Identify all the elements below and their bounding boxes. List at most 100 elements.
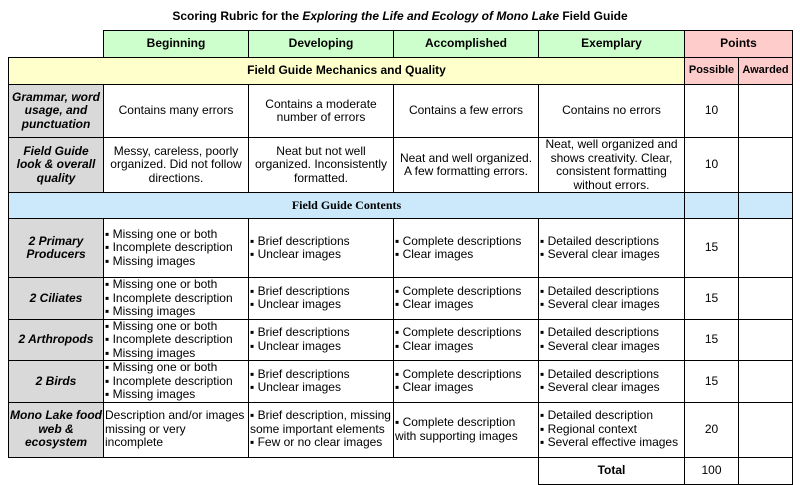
rubric-line-text: Missing images <box>112 345 196 360</box>
bullet-icon: ▪ <box>105 360 113 374</box>
rubric-line-text: Detailed descriptions <box>547 325 659 340</box>
bullet-icon: ▪ <box>250 297 258 312</box>
bullet-icon: ▪ <box>250 366 258 381</box>
rubric-line-text: Missing one or both <box>112 318 218 333</box>
rubric-cell: ▪ Complete description with supporting i… <box>393 401 539 458</box>
rubric-line: ▪ Detailed descriptions <box>540 284 683 299</box>
bullet-icon: ▪ <box>540 247 548 261</box>
bullet-icon: ▪ <box>395 338 403 353</box>
bullet-icon: ▪ <box>395 297 403 312</box>
level-developing: Developing <box>248 30 394 58</box>
rubric-line-text: Incomplete description <box>112 240 233 255</box>
rubric-cell: Messy, careless, poorly organized. Did n… <box>103 137 249 193</box>
points-possible: 15 <box>684 277 739 320</box>
rubric-line: ▪ Clear images <box>395 298 537 312</box>
possible-blank <box>684 192 739 219</box>
criterion-row: Field Guide look & overall quality Messy,… <box>8 137 794 193</box>
rubric-cell: Neat, well organized and shows creativit… <box>538 137 685 193</box>
bullet-icon: ▪ <box>540 380 548 395</box>
bullet-icon: ▪ <box>105 240 113 255</box>
bullet-icon: ▪ <box>395 233 403 248</box>
bullet-icon: ▪ <box>395 380 403 395</box>
rubric-line: ▪ Missing one or both <box>105 226 247 242</box>
rubric-line-text: Unclear images <box>257 338 341 353</box>
rubric-line-text: Brief description, missing some importan… <box>250 408 391 436</box>
rubric-cell: ▪ Brief descriptions ▪ Unclear images <box>248 218 394 278</box>
blank <box>9 31 104 58</box>
points-awarded-input[interactable] <box>737 84 794 138</box>
rubric-line-text: Brief descriptions <box>257 233 350 248</box>
level-header-row: Beginning Developing Accomplished Exempl… <box>9 30 794 58</box>
points-awarded-input[interactable] <box>737 277 794 320</box>
bullet-icon: ▪ <box>540 408 548 423</box>
rubric-line-text: Missing images <box>112 387 196 401</box>
blank <box>394 457 539 484</box>
rubric-line-text: Complete descriptions <box>402 283 522 298</box>
rubric-cell: Contains no errors <box>538 84 685 138</box>
rubric-cell: ▪ Complete descriptions ▪ Clear images <box>393 360 539 403</box>
bullet-icon: ▪ <box>395 247 403 261</box>
bullet-icon: ▪ <box>105 226 113 241</box>
rubric-cell: ▪ Detailed descriptions ▪ Several clear i… <box>538 318 685 361</box>
rubric-cell: Contains a few errors <box>393 84 539 138</box>
rubric-line: ▪ Unclear images <box>250 381 392 395</box>
rubric-line-text: Clear images <box>402 297 474 312</box>
total-awarded-input[interactable] <box>737 456 794 485</box>
rubric-cell: Contains many errors <box>103 84 249 138</box>
bullet-icon: ▪ <box>105 318 113 333</box>
criterion-row: 2 Birds ▪ Missing one or both ▪ Incomplete… <box>8 360 794 403</box>
rubric-line: ▪ Several clear images <box>540 298 683 312</box>
rubric-line-text: Complete descriptions <box>402 233 522 248</box>
rubric-line: ▪ Detailed descriptions <box>540 233 683 249</box>
bullet-icon: ▪ <box>395 283 403 298</box>
rubric-line: ▪ Complete descriptions <box>395 233 537 249</box>
rubric-line-text: Several clear images <box>547 297 660 312</box>
section-mechanics-row: Field Guide Mechanics and Quality Possib… <box>8 57 794 85</box>
rubric-line-text: Unclear images <box>257 247 341 261</box>
rubric-line: ▪ Few or no clear images <box>250 436 392 450</box>
title-prefix: Scoring Rubric for the <box>172 9 303 23</box>
rubric-line: ▪ Brief descriptions <box>250 326 392 340</box>
rubric-line: ▪ Missing one or both <box>105 277 247 292</box>
points-awarded-input[interactable] <box>737 137 794 193</box>
rubric-line: Description and/or images missing or ver… <box>105 409 247 450</box>
rubric-cell: ▪ Detailed descriptions ▪ Several clear i… <box>538 218 685 278</box>
section-mechanics: Field Guide Mechanics and Quality <box>8 57 685 85</box>
rubric-line: ▪ Clear images <box>395 381 537 395</box>
rubric-cell: ▪ Missing one or both ▪ Incomplete descri… <box>103 318 249 361</box>
points-possible: 15 <box>684 360 739 403</box>
rubric-title: Scoring Rubric for the Exploring the Lif… <box>0 9 800 23</box>
rubric-cell: ▪ Missing one or both ▪ Incomplete descri… <box>103 277 249 320</box>
rubric-line-text: Unclear images <box>257 297 341 312</box>
bullet-icon: ▪ <box>250 380 258 395</box>
bullet-icon: ▪ <box>540 233 548 248</box>
rubric-cell: ▪ Complete descriptions ▪ Clear images <box>393 218 539 278</box>
rubric-line-text: Detailed descriptions <box>547 233 659 248</box>
rubric-cell: ▪ Brief descriptions ▪ Unclear images <box>248 277 394 320</box>
section-contents: Field Guide Contents <box>8 192 685 219</box>
rubric-line-text: Incomplete description <box>112 373 233 388</box>
points-awarded-input[interactable] <box>737 360 794 403</box>
points-possible: 10 <box>684 137 739 193</box>
rubric-line: ▪ Several effective images <box>540 436 683 450</box>
rubric-line-text: Detailed description <box>547 408 653 423</box>
rubric-line-text: Brief descriptions <box>257 325 350 340</box>
rubric-cell: ▪ Complete descriptions ▪ Clear images <box>393 277 539 320</box>
rubric-line: ▪ Complete descriptions <box>395 367 537 382</box>
rubric-line-text: Brief descriptions <box>257 366 350 381</box>
rubric-line: ▪ Brief descriptions <box>250 284 392 299</box>
bullet-icon: ▪ <box>250 233 258 248</box>
rubric-table: Beginning Developing Accomplished Exempl… <box>8 30 794 485</box>
rubric-line-text: Several clear images <box>547 338 660 353</box>
bullet-icon: ▪ <box>540 366 548 381</box>
rubric-cell: ▪ Detailed descriptions ▪ Several clear i… <box>538 360 685 403</box>
points-awarded-input[interactable] <box>737 218 794 278</box>
rubric-cell: ▪ Detailed description ▪ Regional context… <box>538 401 685 458</box>
rubric-line-text: Complete description with supporting ima… <box>395 415 518 443</box>
rubric-line: ▪ Missing images <box>105 387 247 402</box>
rubric-line-text: Missing images <box>112 253 196 268</box>
points-possible: 15 <box>684 218 739 278</box>
points-awarded-input[interactable] <box>737 318 794 361</box>
points-awarded-input[interactable] <box>737 401 794 458</box>
criterion-row: 2 Arthropods ▪ Missing one or both ▪ Incom… <box>8 318 794 361</box>
